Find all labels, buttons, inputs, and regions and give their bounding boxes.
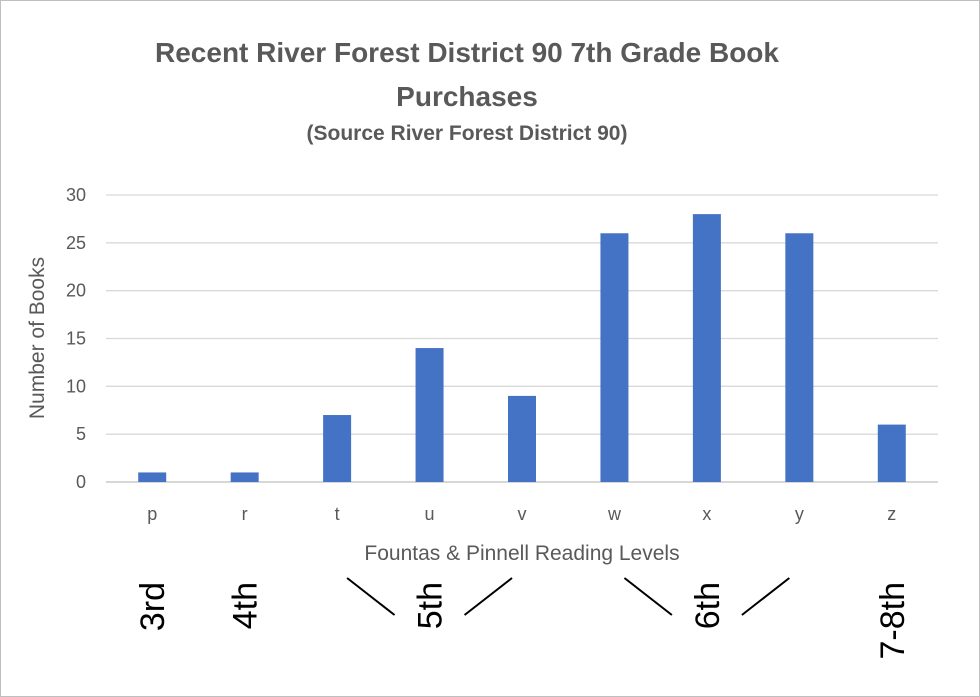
x-tick-label: z — [887, 504, 896, 524]
grade-label: 4th — [227, 582, 265, 629]
y-axis-title: Number of Books — [26, 257, 49, 419]
bar-u — [415, 348, 444, 482]
x-tick-label: v — [518, 504, 527, 524]
y-tick-label: 25 — [66, 233, 86, 253]
grade-bracket-left — [346, 577, 396, 616]
grade-label: 5th — [412, 582, 450, 629]
grade-annotations: 3rd 4th 5th 6th 7-8th — [134, 577, 912, 660]
bar-v — [508, 395, 536, 482]
x-tick-label: r — [242, 504, 248, 524]
bar-t — [323, 415, 352, 482]
y-axis-ticks: 0 5 10 15 20 25 30 — [66, 185, 86, 492]
y-tick-label: 20 — [66, 281, 86, 301]
bar-r — [230, 472, 259, 482]
chart-title-line1: Recent River Forest District 90 7th Grad… — [155, 37, 779, 68]
bar-w — [600, 233, 629, 482]
x-tick-label: x — [702, 504, 711, 524]
chart-subtitle: (Source River Forest District 90) — [306, 122, 628, 145]
grade-bracket-left — [623, 577, 673, 616]
bar-p — [138, 472, 167, 482]
y-tick-label: 30 — [66, 185, 86, 205]
x-tick-label: y — [795, 504, 804, 524]
y-tick-label: 0 — [76, 472, 86, 492]
grade-bracket-right — [463, 577, 513, 616]
y-tick-label: 15 — [66, 329, 86, 349]
grade-label: 6th — [689, 582, 727, 629]
x-axis-title: Fountas & Pinnell Reading Levels — [364, 542, 679, 565]
y-tick-label: 5 — [76, 424, 86, 444]
chart-title-line2: Purchases — [396, 81, 538, 112]
y-tick-label: 10 — [66, 376, 86, 396]
bar-z — [877, 424, 906, 482]
grade-bracket-right — [741, 577, 790, 616]
bars — [138, 214, 906, 482]
grade-label: 3rd — [134, 582, 172, 631]
x-tick-label: u — [425, 504, 435, 524]
x-tick-label: p — [147, 504, 157, 524]
grade-label: 7-8th — [874, 582, 912, 660]
x-tick-label: t — [335, 504, 340, 524]
bar-x — [692, 214, 721, 482]
bar-y — [785, 233, 814, 482]
x-tick-label: w — [607, 504, 622, 524]
